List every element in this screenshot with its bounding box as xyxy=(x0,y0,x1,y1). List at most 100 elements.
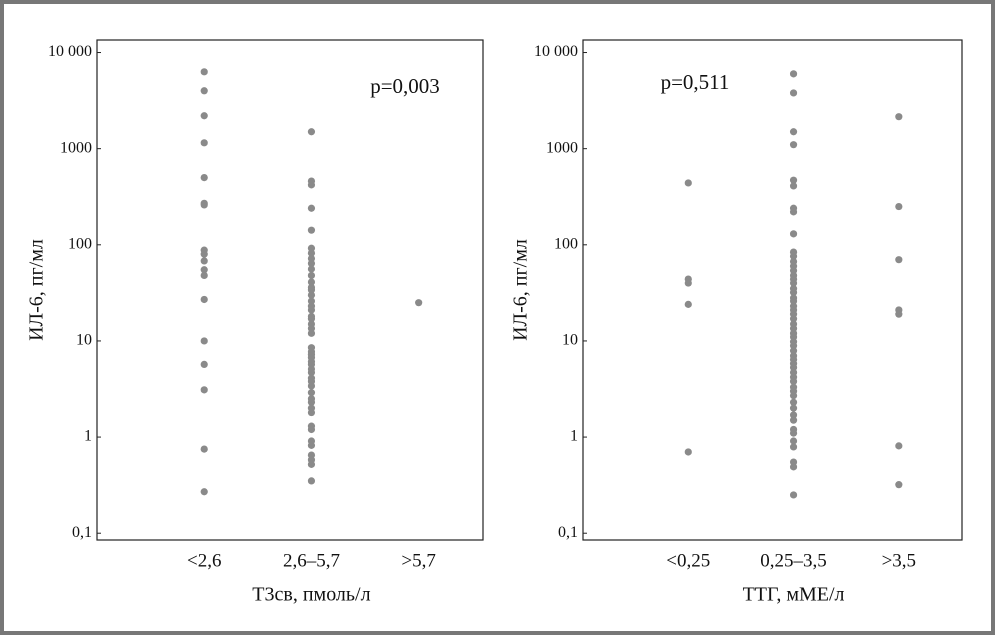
data-point xyxy=(684,279,692,287)
data-point xyxy=(895,256,903,264)
data-point xyxy=(789,416,798,424)
y-axis-title: ИЛ-6, пг/мл xyxy=(510,239,532,341)
x-tick-label: 2,6–5,7 xyxy=(283,550,340,571)
data-point xyxy=(307,278,316,286)
y-tick-label: 100 xyxy=(554,235,578,252)
data-point xyxy=(200,445,208,453)
data-point xyxy=(789,297,798,305)
data-point xyxy=(895,113,903,121)
data-point xyxy=(200,87,208,95)
data-point xyxy=(200,360,208,369)
data-point xyxy=(307,368,316,377)
data-point xyxy=(200,250,208,258)
data-point xyxy=(200,488,208,496)
data-point xyxy=(307,389,316,397)
data-point xyxy=(895,202,903,211)
data-point xyxy=(200,139,208,147)
data-point xyxy=(789,208,798,216)
data-point xyxy=(307,249,316,257)
data-point xyxy=(789,437,798,445)
data-point xyxy=(684,448,692,456)
data-point xyxy=(307,315,316,323)
data-point xyxy=(307,204,316,212)
data-point xyxy=(200,112,208,120)
data-point xyxy=(307,271,316,280)
data-point xyxy=(200,271,208,280)
data-point xyxy=(200,386,208,394)
data-point xyxy=(789,182,798,190)
x-tick-label: >5,7 xyxy=(401,550,435,571)
data-point xyxy=(307,398,316,406)
y-tick-label: 100 xyxy=(68,235,92,252)
data-point xyxy=(789,230,798,238)
data-point xyxy=(684,300,692,308)
data-point xyxy=(789,89,798,97)
data-point xyxy=(789,70,798,78)
data-point xyxy=(307,425,316,434)
x-tick-label: <0,25 xyxy=(666,550,710,571)
data-point xyxy=(307,181,316,189)
y-tick-label: 1 xyxy=(84,428,92,445)
data-point xyxy=(789,491,798,499)
data-point xyxy=(200,201,208,209)
data-point xyxy=(789,377,798,385)
x-axis-title: ТТГ, мМЕ/л xyxy=(743,584,845,606)
data-point xyxy=(307,259,316,268)
data-point xyxy=(789,404,798,412)
data-point xyxy=(789,463,798,471)
data-point xyxy=(789,347,798,355)
data-point xyxy=(307,382,316,390)
y-axis-title: ИЛ-6, пг/мл xyxy=(26,239,48,341)
data-point xyxy=(789,429,798,437)
data-point xyxy=(307,291,316,299)
data-point xyxy=(307,441,316,449)
data-point xyxy=(307,460,316,468)
data-point xyxy=(789,363,798,372)
x-tick-label: <2,6 xyxy=(187,550,221,571)
data-point xyxy=(200,174,208,182)
y-tick-label: 1000 xyxy=(546,139,578,156)
data-point xyxy=(307,408,316,417)
data-point xyxy=(789,288,798,296)
data-point xyxy=(200,337,208,345)
x-tick-label: >3,5 xyxy=(882,550,916,571)
y-tick-label: 10 xyxy=(562,332,578,349)
data-point xyxy=(895,442,903,450)
annotation: p=0,003 xyxy=(370,74,440,98)
data-point xyxy=(307,286,316,294)
data-point xyxy=(307,128,316,136)
y-tick-label: 1000 xyxy=(60,139,92,156)
data-point xyxy=(895,310,903,318)
y-tick-label: 1 xyxy=(570,428,578,445)
x-axis-title: Т3св, пмоль/л xyxy=(252,584,370,606)
data-point xyxy=(200,295,208,304)
data-point xyxy=(789,315,798,323)
data-point xyxy=(200,266,208,274)
data-point xyxy=(789,392,798,400)
data-point xyxy=(789,342,798,350)
data-point xyxy=(307,265,316,273)
data-point xyxy=(200,257,208,265)
x-tick-label: 0,25–3,5 xyxy=(760,550,827,571)
data-point xyxy=(307,329,316,337)
data-point xyxy=(789,141,798,149)
data-point xyxy=(307,297,316,305)
data-point xyxy=(895,481,903,489)
data-point xyxy=(307,306,316,314)
data-point xyxy=(789,443,798,451)
data-point xyxy=(789,128,798,136)
data-point xyxy=(307,477,316,485)
y-tick-label: 10 000 xyxy=(534,43,578,60)
plot-frame xyxy=(96,39,484,541)
y-tick-label: 0,1 xyxy=(72,524,92,541)
data-point xyxy=(200,68,208,76)
data-point xyxy=(307,226,316,234)
data-point xyxy=(789,252,798,260)
y-tick-label: 0,1 xyxy=(558,524,578,541)
annotation: p=0,511 xyxy=(661,70,730,94)
data-point xyxy=(789,411,798,419)
y-tick-label: 10 xyxy=(76,332,92,349)
